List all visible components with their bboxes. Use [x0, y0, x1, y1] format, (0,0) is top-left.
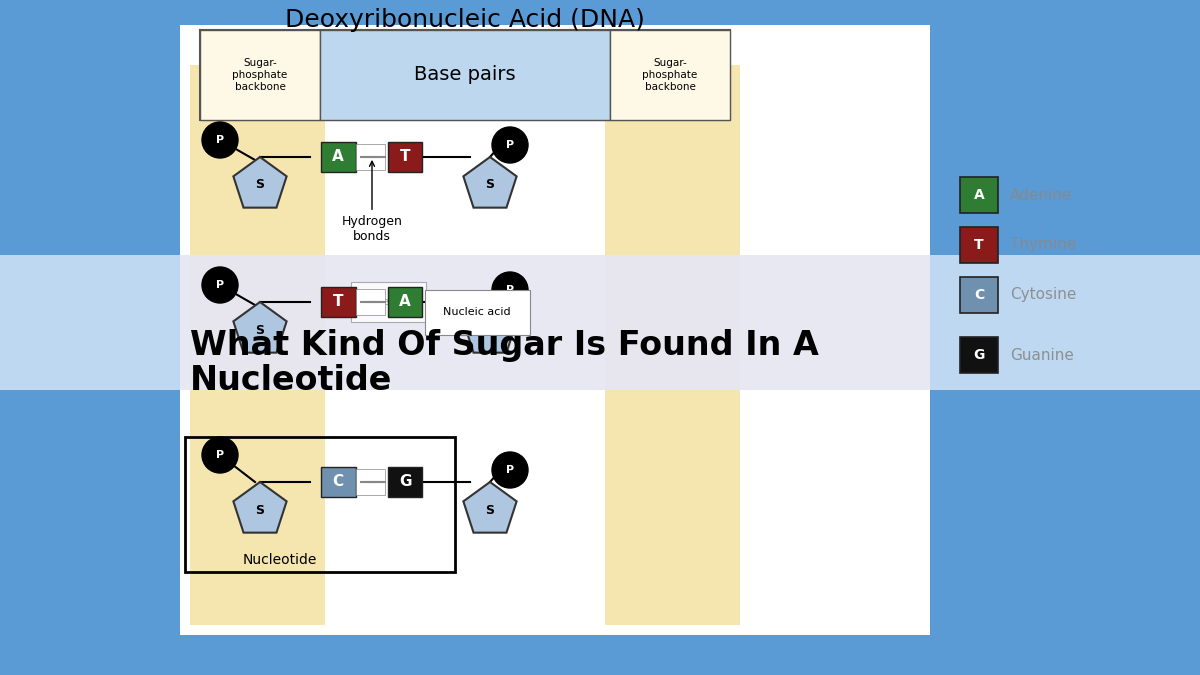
- FancyBboxPatch shape: [0, 625, 1200, 675]
- Text: G: G: [398, 475, 412, 489]
- FancyBboxPatch shape: [200, 30, 730, 120]
- FancyBboxPatch shape: [180, 25, 930, 635]
- Text: Adenine: Adenine: [1010, 188, 1073, 202]
- Polygon shape: [233, 482, 287, 533]
- Polygon shape: [233, 302, 287, 352]
- Text: Base pair: Base pair: [362, 297, 414, 307]
- Text: S: S: [486, 178, 494, 192]
- Text: What Kind Of Sugar Is Found In A: What Kind Of Sugar Is Found In A: [190, 329, 818, 362]
- Polygon shape: [463, 482, 517, 533]
- FancyBboxPatch shape: [960, 177, 998, 213]
- Text: Sugar-
phosphate
backbone: Sugar- phosphate backbone: [642, 59, 697, 92]
- Text: S: S: [486, 323, 494, 337]
- Text: S: S: [486, 504, 494, 516]
- Polygon shape: [463, 157, 517, 208]
- Text: P: P: [506, 285, 514, 295]
- Text: P: P: [506, 140, 514, 150]
- FancyBboxPatch shape: [605, 65, 740, 625]
- FancyBboxPatch shape: [388, 467, 422, 497]
- FancyBboxPatch shape: [388, 142, 422, 172]
- FancyBboxPatch shape: [320, 287, 355, 317]
- FancyBboxPatch shape: [960, 277, 998, 313]
- Text: G: G: [973, 348, 985, 362]
- Text: T: T: [974, 238, 984, 252]
- FancyBboxPatch shape: [356, 289, 385, 315]
- Text: P: P: [506, 465, 514, 475]
- FancyBboxPatch shape: [320, 142, 355, 172]
- Text: Base pairs: Base pairs: [414, 65, 516, 84]
- Text: P: P: [216, 450, 224, 460]
- Text: C: C: [974, 288, 984, 302]
- Text: Deoxyribonucleic Acid (DNA): Deoxyribonucleic Acid (DNA): [286, 8, 644, 32]
- Polygon shape: [463, 302, 517, 352]
- FancyBboxPatch shape: [960, 337, 998, 373]
- Circle shape: [492, 272, 528, 308]
- Text: P: P: [216, 280, 224, 290]
- Text: A: A: [332, 149, 344, 165]
- Text: A: A: [973, 188, 984, 202]
- FancyBboxPatch shape: [425, 290, 530, 335]
- FancyBboxPatch shape: [356, 469, 385, 495]
- FancyBboxPatch shape: [200, 30, 320, 120]
- Circle shape: [492, 452, 528, 488]
- Polygon shape: [233, 157, 287, 208]
- Text: Nucleic acid: Nucleic acid: [443, 307, 511, 317]
- FancyBboxPatch shape: [352, 282, 426, 322]
- FancyBboxPatch shape: [0, 0, 1200, 85]
- Circle shape: [202, 122, 238, 158]
- Text: A: A: [400, 294, 410, 310]
- FancyBboxPatch shape: [190, 65, 325, 625]
- Text: Hydrogen
bonds: Hydrogen bonds: [342, 161, 402, 243]
- FancyBboxPatch shape: [0, 255, 1200, 390]
- Text: S: S: [256, 504, 264, 516]
- Circle shape: [492, 127, 528, 163]
- Text: Thymine: Thymine: [1010, 238, 1076, 252]
- Circle shape: [202, 437, 238, 473]
- FancyBboxPatch shape: [180, 255, 930, 390]
- Text: C: C: [332, 475, 343, 489]
- Text: Guanine: Guanine: [1010, 348, 1074, 362]
- Text: Nucleotide: Nucleotide: [242, 553, 317, 567]
- FancyBboxPatch shape: [320, 467, 355, 497]
- FancyBboxPatch shape: [610, 30, 730, 120]
- Text: Sugar-
phosphate
backbone: Sugar- phosphate backbone: [233, 59, 288, 92]
- Text: P: P: [216, 135, 224, 145]
- FancyBboxPatch shape: [356, 144, 385, 170]
- FancyBboxPatch shape: [388, 287, 422, 317]
- Text: T: T: [332, 294, 343, 310]
- Text: S: S: [256, 323, 264, 337]
- Text: S: S: [256, 178, 264, 192]
- FancyBboxPatch shape: [320, 30, 610, 120]
- Text: Nucleotide: Nucleotide: [190, 364, 392, 396]
- Text: T: T: [400, 149, 410, 165]
- FancyBboxPatch shape: [960, 227, 998, 263]
- Circle shape: [202, 267, 238, 303]
- Text: Cytosine: Cytosine: [1010, 288, 1076, 302]
